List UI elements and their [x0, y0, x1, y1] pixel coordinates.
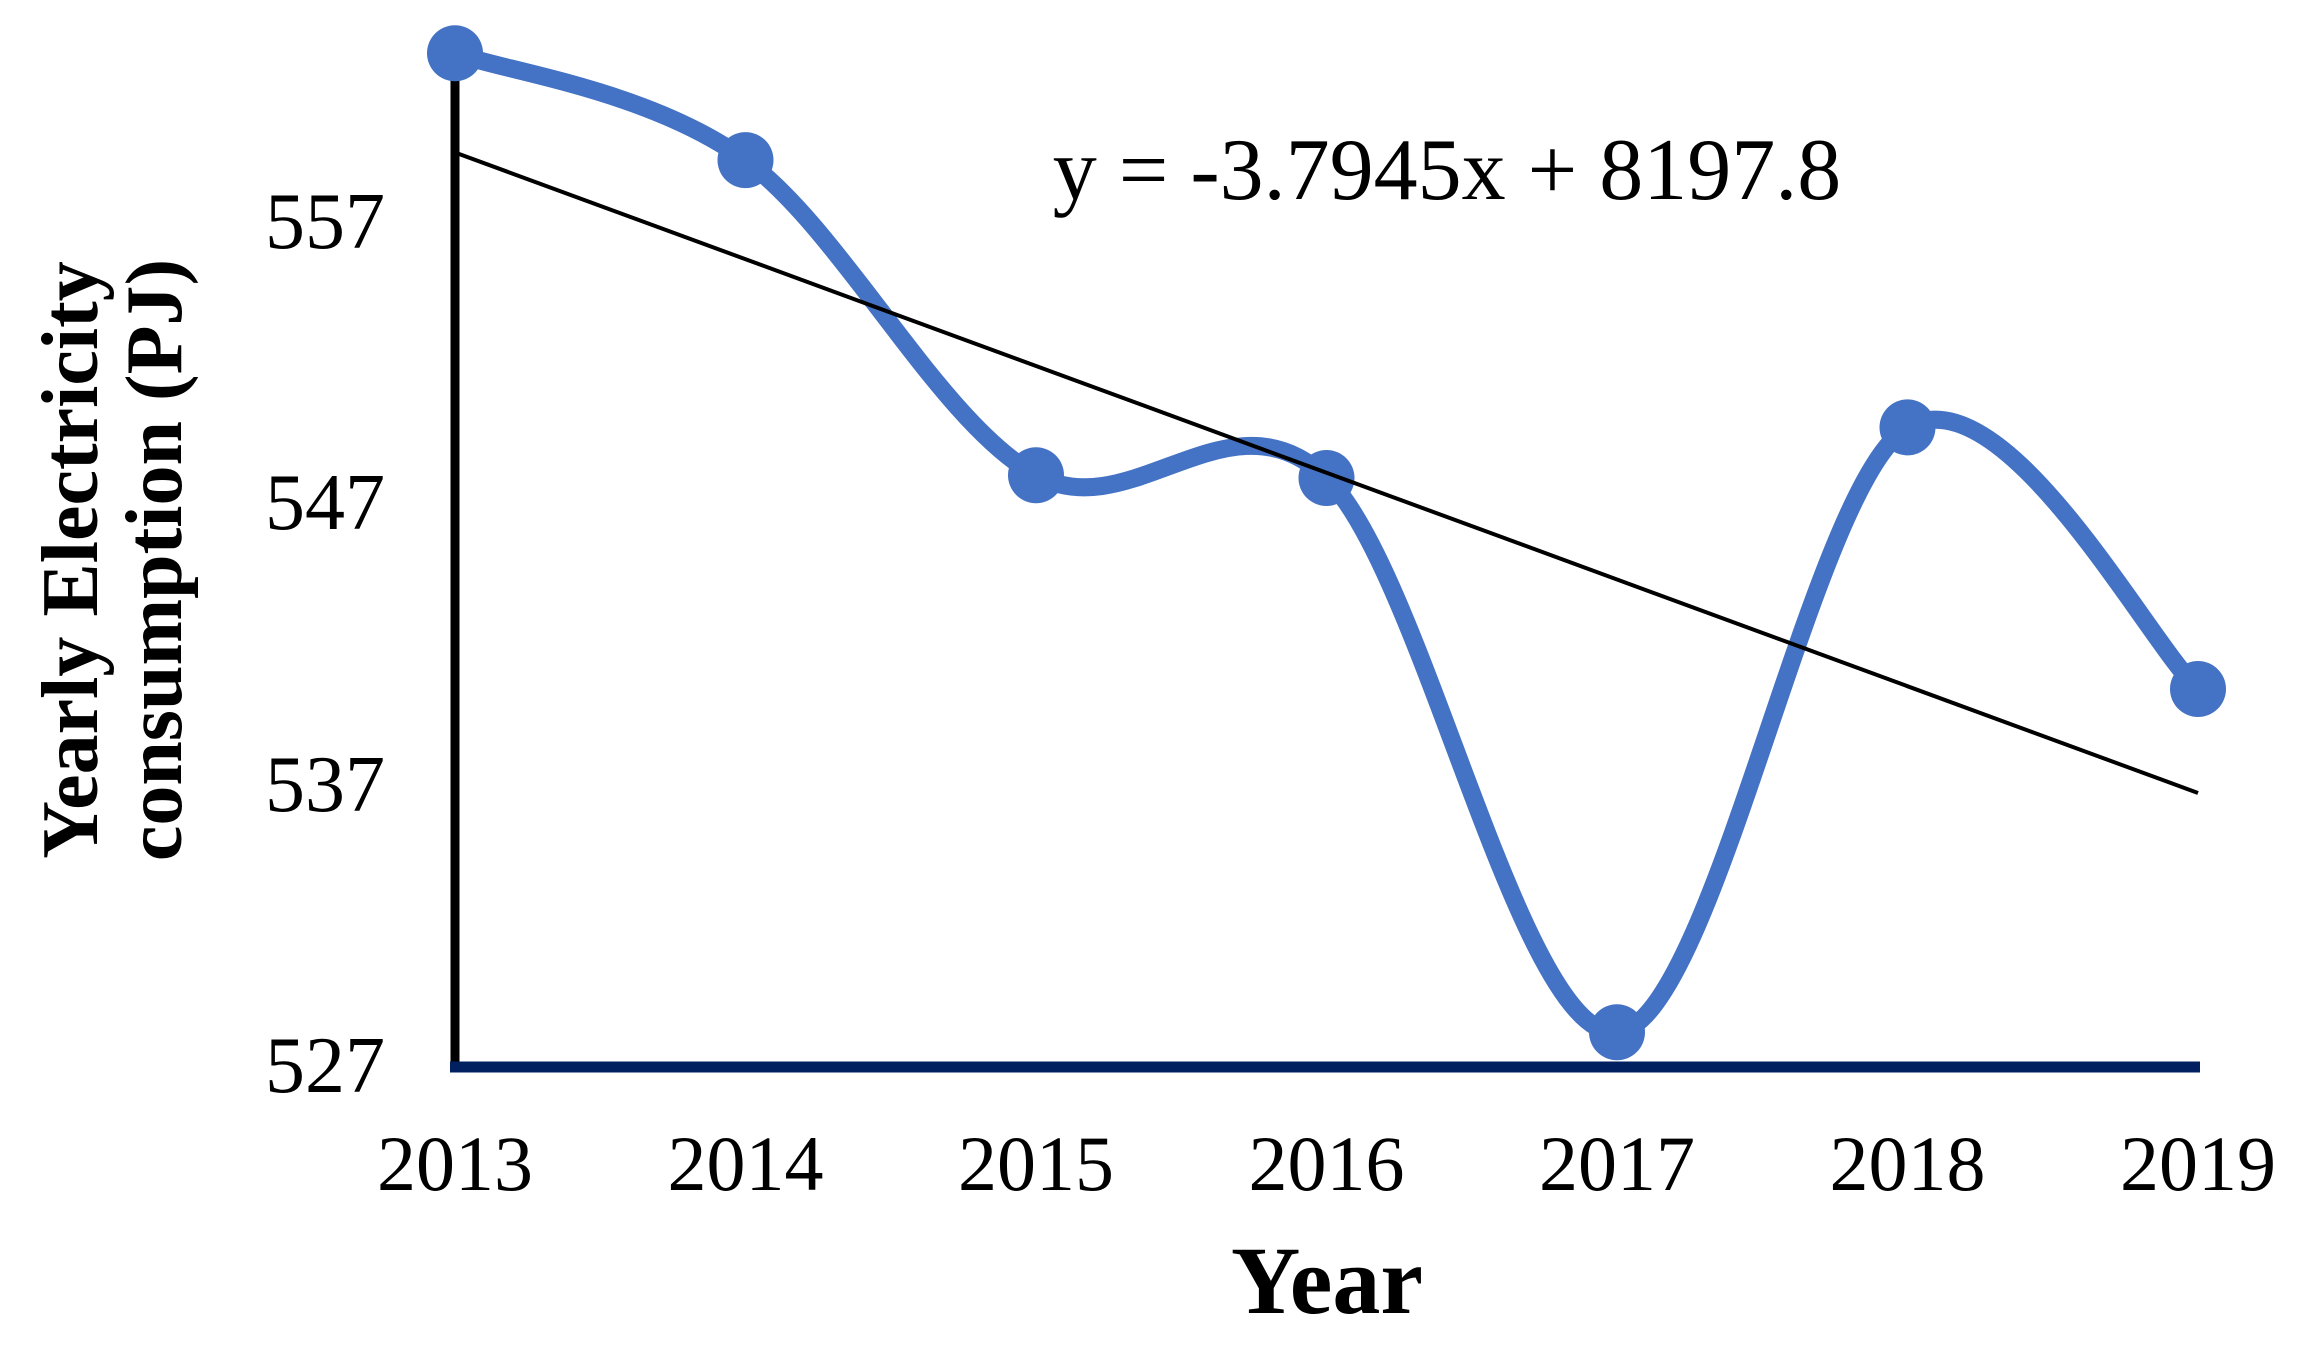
x-tick-label-2017: 2017 — [1539, 1120, 1695, 1207]
data-point-2015 — [1008, 447, 1064, 504]
data-point-2016 — [1298, 450, 1355, 507]
trendline-equation-label: y = -3.7945x + 8197.8 — [1052, 122, 1842, 219]
trendline — [454, 150, 2199, 795]
y-axis-title: Yearly Electricity consumption (PJ) — [27, 0, 199, 1160]
x-tick-label-2014: 2014 — [667, 1120, 824, 1207]
data-point-2013 — [427, 25, 483, 82]
y-tick-label-557: 557 — [265, 178, 385, 266]
y-tick-label-547: 547 — [265, 459, 385, 548]
x-tick-label-2019: 2019 — [2120, 1120, 2276, 1207]
data-point-2018 — [1879, 399, 1936, 456]
y-tick-label-527: 527 — [265, 1022, 385, 1110]
x-tick-label-2016: 2016 — [1248, 1120, 1405, 1207]
data-point-2014 — [717, 132, 774, 189]
data-point-2017 — [1589, 1004, 1645, 1061]
x-axis-title: Year — [1231, 1227, 1423, 1334]
x-tick-label-2018: 2018 — [1829, 1120, 1986, 1207]
y-axis-title-line2: consumption (PJ) — [111, 258, 199, 862]
y-tick-label-537: 537 — [265, 740, 385, 829]
data-point-2019 — [2170, 661, 2226, 718]
x-tick-label-2015: 2015 — [958, 1120, 1114, 1207]
x-tick-label-2013: 2013 — [377, 1120, 533, 1207]
y-axis-title-line1: Yearly Electricity — [27, 261, 115, 859]
